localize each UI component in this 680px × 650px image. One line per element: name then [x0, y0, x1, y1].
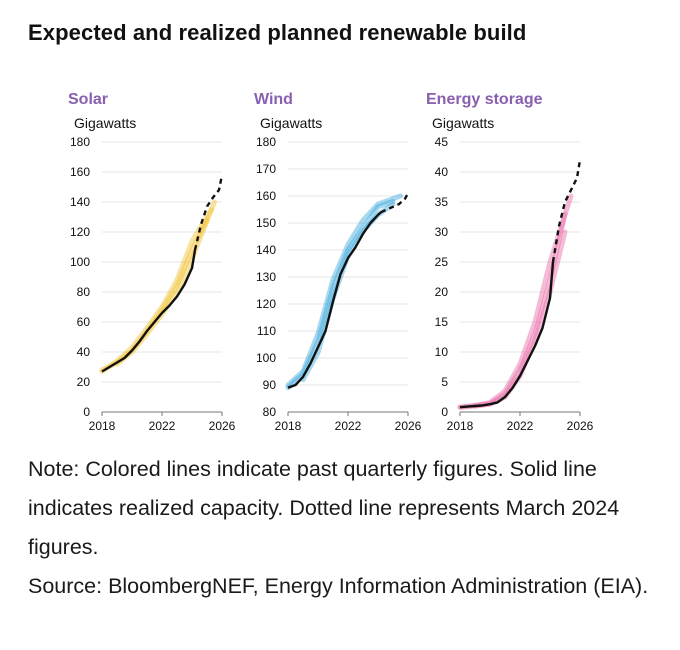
- y-tick-label: 20: [77, 375, 91, 389]
- y-tick-label: 140: [70, 195, 90, 209]
- series-march-2024: [193, 174, 224, 251]
- chart-wind: Wind Gigawatts 80 90 100 110 120 130 140 150 160 17…: [200, 80, 422, 440]
- page-title: Expected and realized planned renewable …: [28, 20, 527, 45]
- y-tick-label: 150: [256, 216, 276, 230]
- y-tick-label: 10: [435, 345, 449, 359]
- y-tick-label: 80: [77, 285, 91, 299]
- chart-title-wind: Wind: [254, 91, 293, 108]
- series-march-2024: [380, 192, 410, 214]
- x-tick-label: 2018: [89, 419, 116, 433]
- x-tick-label: 2026: [395, 419, 422, 433]
- chart-note: Note: Colored lines indicate past quarte…: [28, 450, 658, 606]
- y-tick-label: 140: [256, 243, 276, 257]
- y-tick-label: 100: [70, 255, 90, 269]
- y-tick-label: 0: [441, 405, 448, 419]
- y-tick-label: 40: [77, 345, 91, 359]
- y-tick-label: 0: [83, 405, 90, 419]
- x-tick-label: 2022: [507, 419, 534, 433]
- y-tick-label: 45: [435, 135, 449, 149]
- series-past-quarterly-2: [457, 193, 574, 410]
- y-tick-label: 120: [70, 225, 90, 239]
- x-tick-label: 2022: [335, 419, 362, 433]
- x-tick-label: 2026: [567, 419, 594, 433]
- source-text: Source: BloombergNEF, Energy Information…: [28, 574, 649, 598]
- y-tick-label: 80: [263, 405, 277, 419]
- series-realized-capacity: [287, 211, 382, 389]
- y-tick-label: 25: [435, 255, 449, 269]
- y-tick-label: 30: [435, 225, 449, 239]
- y-tick-label: 110: [257, 324, 276, 338]
- note-text: Note: Colored lines indicate past quarte…: [28, 457, 620, 559]
- x-tick-label: 2022: [149, 419, 176, 433]
- x-tick-label: 2026: [209, 419, 236, 433]
- y-unit-label-solar: Gigawatts: [74, 115, 136, 131]
- x-tick-label: 2018: [275, 419, 302, 433]
- series-march-2024: [551, 159, 582, 263]
- y-tick-label: 15: [435, 315, 449, 329]
- x-tick-label: 2018: [447, 419, 474, 433]
- series-realized-capacity: [101, 249, 197, 373]
- y-tick-label: 40: [435, 165, 449, 179]
- series-past-quarterly-2: [99, 207, 214, 374]
- y-tick-label: 120: [256, 297, 276, 311]
- series-realized-capacity: [459, 261, 555, 409]
- y-tick-label: 160: [256, 189, 276, 203]
- y-tick-label: 180: [70, 135, 90, 149]
- series-past-quarterly-2: [285, 193, 403, 388]
- chart-solar: Solar Gigawatts 0 20 40 60 80 100 120 140 160 180 20…: [0, 80, 236, 440]
- y-unit-label-wind: Gigawatts: [260, 115, 322, 131]
- y-tick-label: 160: [70, 165, 90, 179]
- series-past-quarterly-1: [285, 198, 396, 391]
- y-tick-label: 60: [77, 315, 91, 329]
- chart-title-storage: Energy storage: [426, 91, 543, 108]
- chart-solar-svg: Solar Gigawatts 0 20 40 60 80 100 120 140 160 180 20…: [68, 91, 236, 433]
- chart-wind-svg: Wind Gigawatts 80 90 100 110 120 130 140 150 160 17…: [254, 91, 422, 433]
- y-tick-label: 100: [256, 351, 276, 365]
- y-tick-label: 20: [435, 285, 449, 299]
- chart-energy-storage-svg: Energy storage Gigawatts 0 5 10 15 20 25 30 35 40 4…: [426, 91, 594, 433]
- y-tick-label: 5: [441, 375, 448, 389]
- y-tick-label: 35: [435, 195, 449, 209]
- y-unit-label-storage: Gigawatts: [432, 115, 494, 131]
- chart-title-solar: Solar: [68, 91, 108, 108]
- y-tick-label: 130: [256, 270, 276, 284]
- y-tick-label: 90: [263, 378, 277, 392]
- chart-energy-storage: Energy storage Gigawatts 0 5 10 15 20 25 30 35 40 4…: [405, 80, 625, 440]
- y-tick-label: 170: [256, 162, 276, 176]
- y-tick-label: 180: [256, 135, 276, 149]
